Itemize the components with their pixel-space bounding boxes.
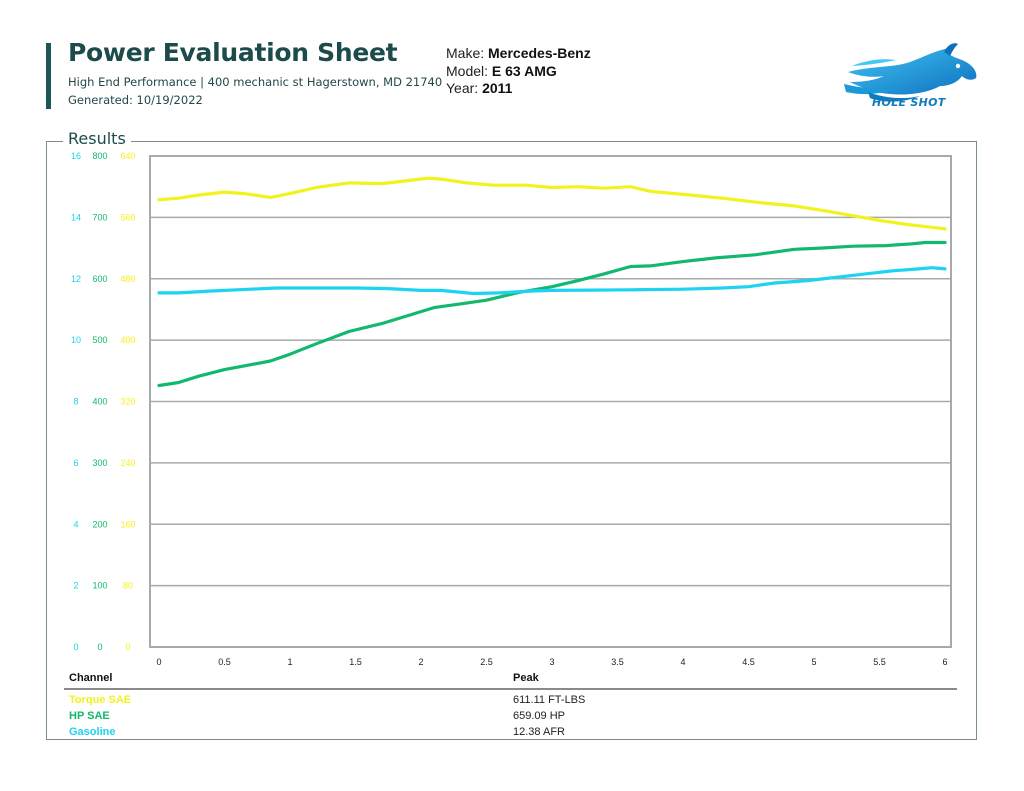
channel-name: Gasoline <box>69 726 116 738</box>
y-tick-label-torque: 0 <box>125 642 130 652</box>
table-row: HP SAE 659.09 HP <box>0 710 1024 725</box>
vehicle-make: Make: Mercedes-Benz <box>446 45 591 61</box>
y-tick-label-torque: 560 <box>120 212 135 222</box>
y-tick-label-hp: 200 <box>92 519 107 529</box>
y-tick-label-torque: 480 <box>120 274 135 284</box>
x-tick-label: 3 <box>549 657 554 667</box>
vehicle-year: Year: 2011 <box>446 80 512 96</box>
y-tick-label-hp: 100 <box>92 581 107 591</box>
y-tick-label-hp: 400 <box>92 397 107 407</box>
y-tick-label-torque: 320 <box>120 397 135 407</box>
x-tick-label: 6 <box>942 657 947 667</box>
year-label: Year: <box>446 80 479 96</box>
y-tick-label-torque: 160 <box>120 519 135 529</box>
y-tick-label-hp: 600 <box>92 274 107 284</box>
y-tick-label-afr: 10 <box>71 335 81 345</box>
y-tick-label-afr: 16 <box>71 151 81 161</box>
y-tick-label-hp: 300 <box>92 458 107 468</box>
y-tick-label-hp: 500 <box>92 335 107 345</box>
table-row: Torque SAE 611.11 FT-LBS <box>0 694 1024 709</box>
table-row: Gasoline 12.38 AFR <box>0 726 1024 741</box>
y-tick-label-torque: 640 <box>120 151 135 161</box>
results-frame <box>46 141 977 740</box>
y-tick-label-afr: 2 <box>73 581 78 591</box>
x-tick-label: 5.5 <box>873 657 886 667</box>
header-accent-bar <box>46 43 51 109</box>
x-tick-label: 5 <box>811 657 816 667</box>
generated-date: Generated: 10/19/2022 <box>68 93 203 107</box>
series-line-gasoline <box>157 266 947 296</box>
vehicle-model: Model: E 63 AMG <box>446 63 557 79</box>
y-tick-label-afr: 0 <box>73 642 78 652</box>
horse-head-logo-icon <box>844 43 977 102</box>
table-header-channel: Channel <box>69 672 113 684</box>
channel-peak: 611.11 FT-LBS <box>513 694 586 706</box>
y-tick-label-torque: 240 <box>120 458 135 468</box>
x-tick-label: 2 <box>418 657 423 667</box>
y-tick-label-afr: 4 <box>73 519 78 529</box>
x-tick-label: 0.5 <box>218 657 231 667</box>
y-tick-label-afr: 12 <box>71 274 81 284</box>
y-tick-label-hp: 800 <box>92 151 107 161</box>
y-tick-label-afr: 14 <box>71 212 81 222</box>
y-tick-label-afr: 6 <box>73 458 78 468</box>
channel-name: HP SAE <box>69 710 110 722</box>
make-value: Mercedes-Benz <box>488 45 591 61</box>
x-tick-label: 3.5 <box>611 657 624 667</box>
year-value: 2011 <box>482 80 513 96</box>
results-section-title: Results <box>63 129 131 148</box>
page-title: Power Evaluation Sheet <box>68 38 398 67</box>
y-tick-label-hp: 700 <box>92 212 107 222</box>
model-value: E 63 AMG <box>491 63 557 79</box>
x-tick-label: 4 <box>680 657 685 667</box>
make-label: Make: <box>446 45 485 61</box>
table-divider <box>64 688 957 690</box>
y-tick-label-afr: 8 <box>73 397 78 407</box>
shop-address: High End Performance | 400 mechanic st H… <box>68 75 443 89</box>
x-tick-label: 4.5 <box>742 657 755 667</box>
x-tick-label: 1 <box>287 657 292 667</box>
y-tick-label-torque: 80 <box>123 581 133 591</box>
series-line-hp-sae <box>157 240 947 388</box>
model-label: Model: <box>446 63 489 79</box>
channel-peak: 12.38 AFR <box>513 726 565 738</box>
table-header-peak: Peak <box>513 672 539 684</box>
series-line-torque-sae <box>157 176 947 231</box>
y-tick-label-hp: 0 <box>97 642 102 652</box>
x-tick-label: 1.5 <box>349 657 362 667</box>
x-tick-label: 0 <box>156 657 161 667</box>
y-tick-label-torque: 400 <box>120 335 135 345</box>
channel-name: Torque SAE <box>69 694 132 706</box>
logo-text: HOLE SHOT <box>872 96 946 109</box>
channel-peak: 659.09 HP <box>513 710 565 722</box>
x-tick-label: 2.5 <box>480 657 493 667</box>
